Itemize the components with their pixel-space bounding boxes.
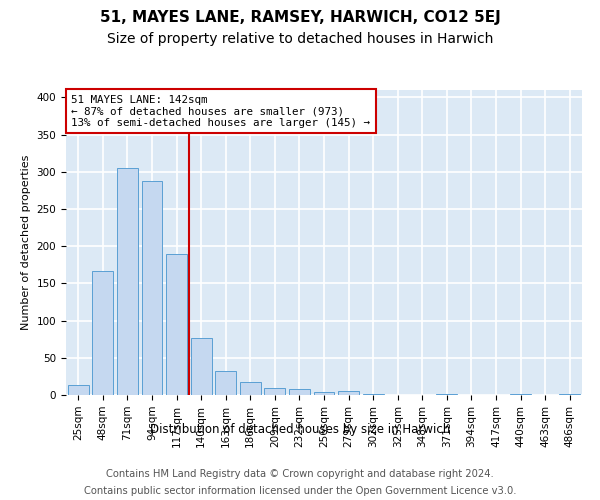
Text: Contains public sector information licensed under the Open Government Licence v3: Contains public sector information licen… — [84, 486, 516, 496]
Bar — [142, 181, 163, 395]
Bar — [362, 394, 383, 395]
Bar — [215, 371, 236, 395]
Text: 51 MAYES LANE: 142sqm
← 87% of detached houses are smaller (973)
13% of semi-det: 51 MAYES LANE: 142sqm ← 87% of detached … — [71, 94, 370, 128]
Bar — [338, 392, 359, 395]
Text: Size of property relative to detached houses in Harwich: Size of property relative to detached ho… — [107, 32, 493, 46]
Text: Distribution of detached houses by size in Harwich: Distribution of detached houses by size … — [150, 422, 450, 436]
Bar — [191, 338, 212, 395]
Bar — [265, 388, 286, 395]
Bar — [289, 389, 310, 395]
Bar — [117, 168, 138, 395]
Bar — [436, 394, 457, 395]
Bar — [314, 392, 334, 395]
Bar — [166, 254, 187, 395]
Text: Contains HM Land Registry data © Crown copyright and database right 2024.: Contains HM Land Registry data © Crown c… — [106, 469, 494, 479]
Bar — [92, 271, 113, 395]
Bar — [240, 382, 261, 395]
Bar — [559, 394, 580, 395]
Text: 51, MAYES LANE, RAMSEY, HARWICH, CO12 5EJ: 51, MAYES LANE, RAMSEY, HARWICH, CO12 5E… — [100, 10, 500, 25]
Bar — [510, 394, 531, 395]
Y-axis label: Number of detached properties: Number of detached properties — [21, 155, 31, 330]
Bar — [68, 384, 89, 395]
